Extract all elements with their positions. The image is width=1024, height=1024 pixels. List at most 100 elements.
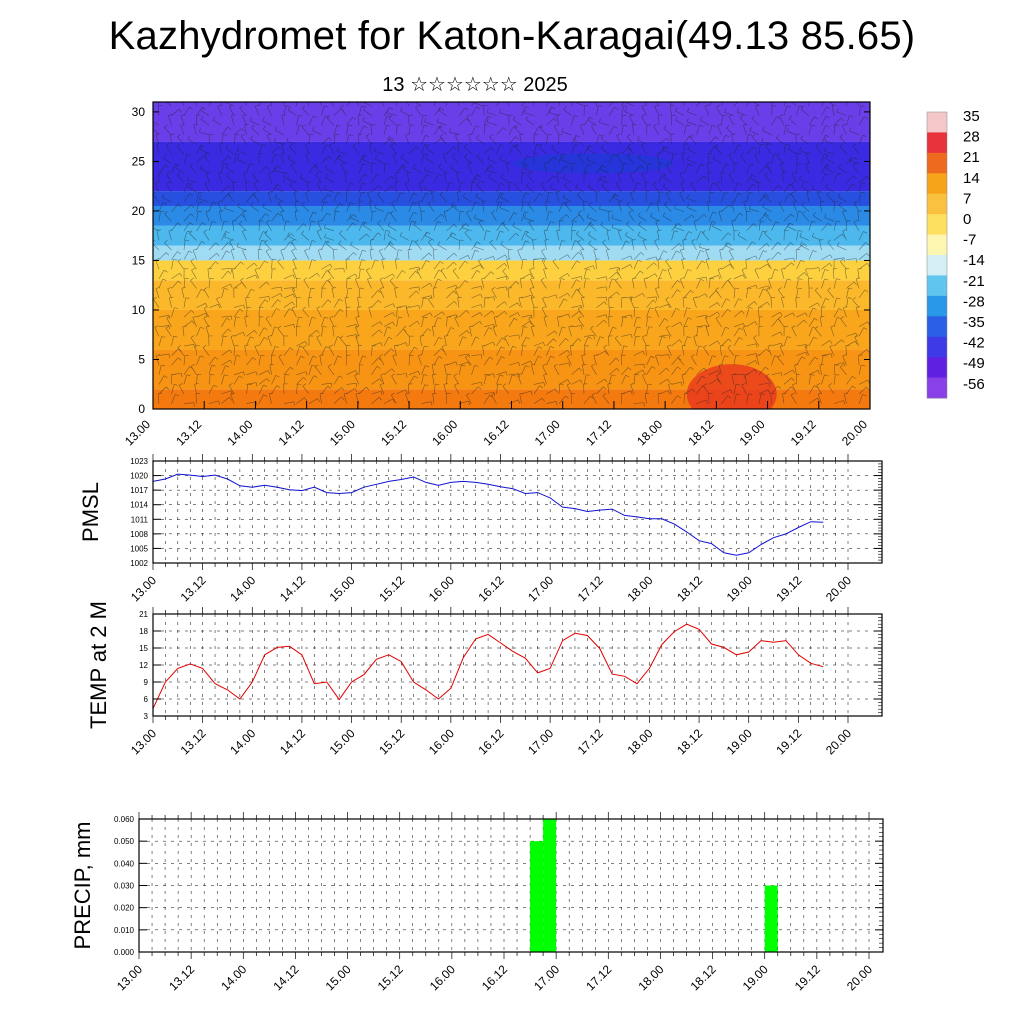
wind-barb-flag [491, 392, 496, 396]
wind-barb-flag [726, 125, 730, 129]
wind-barb [228, 385, 235, 395]
wind-barb [196, 312, 206, 318]
wind-barb-flag [689, 134, 693, 138]
wind-barb-flag [828, 383, 833, 386]
wind-barb [681, 345, 685, 356]
wind-barb-flag [467, 162, 472, 165]
wind-barb [583, 145, 590, 155]
wind-barb-flag [652, 181, 657, 185]
wind-barb [324, 189, 335, 193]
wind-barb [671, 308, 677, 318]
wind-barb [521, 231, 526, 241]
wind-barb [408, 146, 416, 155]
wind-barb-flag [177, 222, 181, 226]
wind-barb-flag [318, 95, 322, 96]
wind-barb [258, 327, 265, 337]
wind-barb-flag [855, 306, 860, 308]
wind-barb [583, 163, 589, 174]
xtick-label: 19.00 [724, 726, 755, 757]
wind-barb-flag [398, 316, 403, 319]
wind-barb-flag [739, 327, 743, 331]
wind-barb-flag [626, 201, 630, 205]
wind-barb-flag [425, 365, 429, 368]
wind-barb-flag [187, 182, 192, 185]
wind-barb [421, 297, 424, 308]
wind-barb [667, 269, 672, 279]
wind-barb [631, 240, 635, 251]
wind-barb [540, 183, 547, 193]
wind-barb-flag [263, 394, 268, 397]
wind-barb-flag [250, 135, 253, 140]
wind-barb-flag [390, 348, 395, 352]
wind-barb [762, 206, 772, 212]
wind-barb-flag [751, 115, 755, 119]
wind-barb [696, 367, 705, 376]
wind-barb-flag [662, 145, 665, 150]
heatmap-band [153, 191, 870, 206]
wind-barb-flag [827, 239, 832, 243]
wind-barb-flag [528, 315, 533, 319]
wind-barb [155, 288, 160, 299]
wind-barb-flag [178, 280, 182, 284]
wind-barb [578, 212, 585, 222]
wind-barb [543, 317, 547, 327]
wind-barb [183, 402, 194, 404]
wind-barb [171, 357, 179, 366]
wind-barb [383, 303, 394, 308]
wind-barb-flag [716, 181, 720, 185]
wind-barb-flag [810, 374, 815, 376]
wind-barb-flag [655, 354, 660, 357]
wind-barb [283, 366, 291, 375]
wind-barb [321, 115, 326, 126]
warm-core [686, 364, 777, 409]
wind-barb-flag [515, 281, 520, 285]
wind-barb [316, 308, 322, 318]
wind-barb-flag [861, 191, 866, 194]
wind-barb [357, 115, 360, 126]
wind-barb-flag [440, 108, 444, 112]
wind-barb [646, 299, 654, 308]
wind-barb-flag [292, 274, 296, 279]
wind-barb [333, 211, 336, 222]
wind-barb-flag [693, 296, 698, 299]
wind-barb-flag [525, 192, 530, 195]
wind-barb [369, 144, 372, 155]
wind-barb-flag [680, 381, 683, 386]
wind-barb-flag [327, 364, 332, 367]
wind-barb-flag [436, 118, 439, 123]
wind-barb-flag [512, 116, 516, 120]
wind-barb-flag [604, 301, 608, 306]
wind-barb [581, 355, 585, 366]
panel-ylabel: TEMP at 2 M [86, 601, 111, 729]
wind-barb [574, 140, 585, 145]
wind-barb [387, 139, 397, 145]
wind-barb [355, 326, 360, 337]
wind-barb [533, 257, 544, 260]
wind-barb [771, 355, 775, 366]
wind-barb [246, 288, 252, 299]
wind-barb-flag [800, 135, 804, 139]
wind-barb-flag [487, 155, 490, 159]
wind-barb-flag [627, 97, 630, 99]
wind-barb-flag [391, 368, 395, 373]
wind-barb [408, 305, 419, 308]
wind-barb-flag [765, 194, 769, 198]
wind-barb-flag [378, 185, 382, 189]
wind-barb [262, 120, 272, 126]
xtick-label: 14.12 [277, 726, 308, 757]
wind-barb-flag [613, 125, 618, 129]
wind-barb [371, 390, 382, 395]
wind-barb-flag [223, 163, 228, 165]
wind-barb-flag [203, 306, 208, 309]
wind-barb-flag [778, 316, 782, 319]
wind-barb-flag [814, 116, 818, 120]
wind-barb [665, 261, 672, 270]
wind-barb-flag [668, 390, 671, 395]
wind-barb [754, 269, 760, 279]
wind-barb [183, 355, 186, 366]
xtick-label: 13.12 [166, 962, 197, 993]
wind-barb-flag [703, 175, 707, 180]
wind-barb [374, 150, 385, 155]
wind-barb [833, 339, 842, 347]
